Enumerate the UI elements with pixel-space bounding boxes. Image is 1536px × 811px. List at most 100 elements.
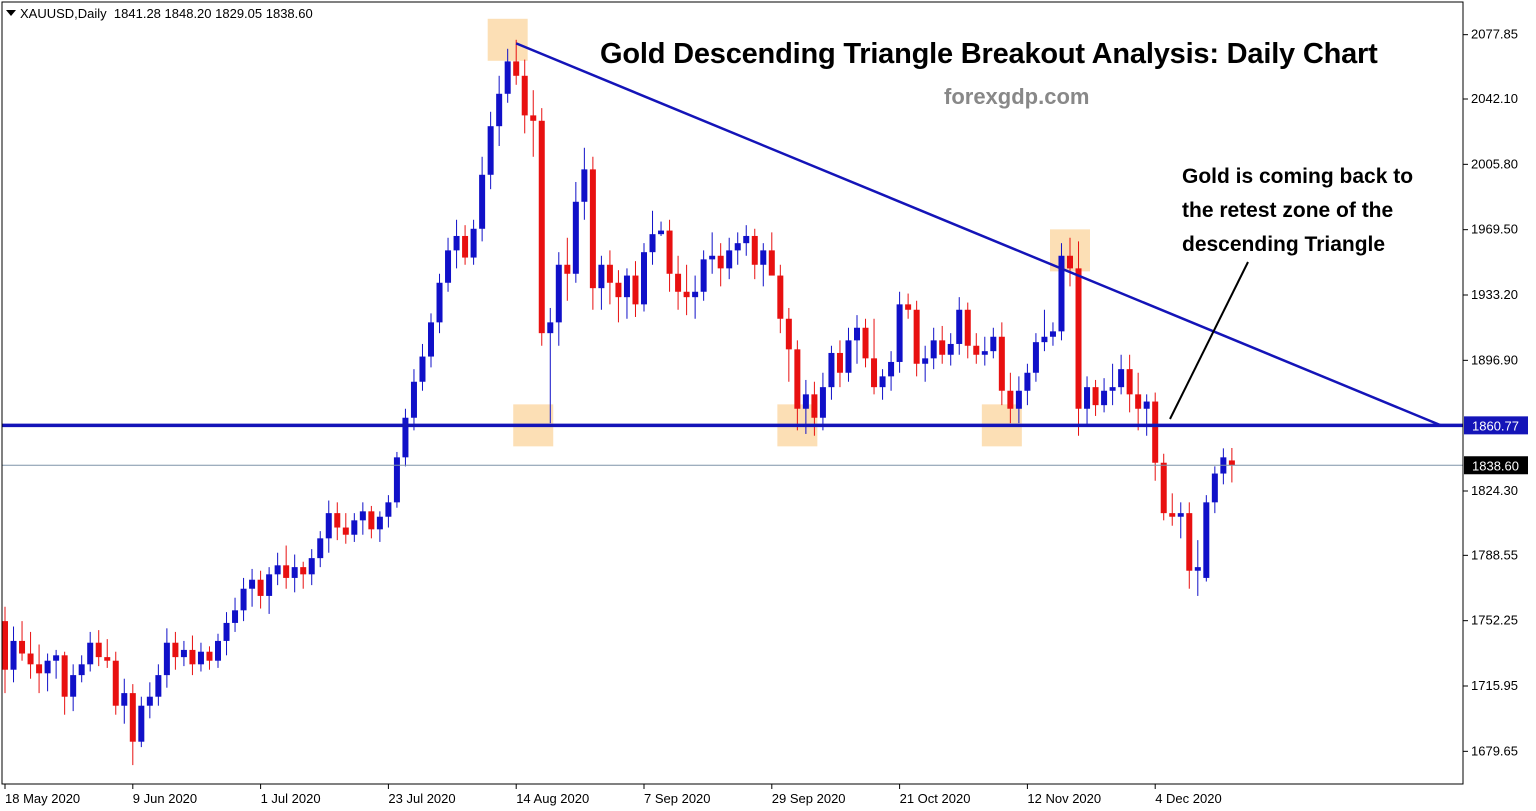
candle-1: [2, 606, 8, 694]
candle-body: [257, 579, 264, 596]
watermark: forexgdp.com: [944, 84, 1090, 109]
candle-body: [1058, 255, 1065, 332]
candle-12: [95, 630, 102, 667]
candle-body: [760, 250, 767, 265]
price-badges: 1860.77 1838.60: [1464, 416, 1528, 475]
x-tick-label: 9 Jun 2020: [133, 791, 197, 806]
candle-39: [325, 500, 332, 553]
plot-frame: [1, 1, 1464, 785]
candle-52: [436, 273, 443, 334]
candle-body: [751, 235, 758, 265]
analysis-note-line-1: Gold is coming back to: [1182, 165, 1414, 188]
candle-132: [1118, 354, 1125, 395]
candle-body: [828, 352, 835, 388]
x-tick-label: 14 Aug 2020: [516, 791, 589, 806]
candle-body: [1041, 336, 1048, 343]
candle-body: [19, 640, 26, 654]
candle-body: [1160, 462, 1167, 514]
candle-body: [973, 345, 980, 355]
candle-body: [27, 653, 34, 665]
candle-77: [649, 210, 656, 265]
candle-43: [359, 502, 366, 535]
candle-body: [112, 660, 119, 706]
candle-body: [385, 502, 392, 517]
candle-body: [871, 358, 878, 388]
candle-body: [1101, 390, 1108, 406]
candle-body: [692, 291, 699, 298]
candle-40: [334, 502, 341, 541]
analysis-note-line-3: descending Triangle: [1182, 233, 1386, 256]
candle-body: [555, 264, 562, 323]
candle-68: [572, 181, 579, 283]
current-price-label: 1838.60: [1472, 458, 1519, 473]
candle-118: [998, 322, 1005, 406]
candle-129: [1092, 379, 1099, 416]
candle-body: [1152, 401, 1159, 463]
candle-body: [138, 705, 145, 742]
candle-body: [632, 275, 639, 305]
candle-49: [410, 369, 417, 431]
candle-87: [734, 232, 741, 265]
candle-body: [240, 588, 247, 611]
candle-142: [1203, 495, 1210, 582]
candle-139: [1177, 502, 1184, 539]
candle-body: [291, 567, 298, 578]
candle-53: [445, 237, 452, 292]
candle-134: [1135, 372, 1142, 431]
candle-48: [402, 408, 409, 467]
candle-138: [1169, 493, 1176, 526]
candle-body: [428, 322, 434, 357]
candle-body: [95, 642, 102, 658]
candle-body: [1109, 387, 1116, 391]
candle-body: [564, 264, 571, 274]
x-tick-label: 4 Dec 2020: [1155, 791, 1222, 806]
candle-105: [888, 351, 895, 391]
candle-10: [78, 655, 85, 683]
candle-body: [197, 651, 204, 665]
candle-body: [78, 664, 85, 676]
candle-78: [658, 221, 665, 236]
candle-body: [376, 516, 383, 530]
candle-56: [470, 219, 477, 265]
candle-88: [743, 225, 750, 256]
candle-124: [1049, 322, 1056, 346]
candle-body: [581, 169, 588, 202]
candle-130: [1101, 378, 1108, 413]
candle-79: [666, 219, 673, 292]
candle-84: [709, 232, 716, 274]
candle-body: [589, 169, 596, 289]
dropdown-arrow-icon[interactable]: [6, 10, 16, 16]
candle-body: [308, 558, 315, 575]
candle-20: [163, 628, 170, 688]
price-axis: 2077.85 2042.10 2005.80 1969.50 1933.20 1896.…: [1463, 27, 1518, 758]
support-price-badge: [1464, 416, 1528, 435]
candle-body: [317, 538, 324, 559]
candle-body: [300, 567, 307, 575]
candle-117: [990, 327, 997, 359]
candle-60: [504, 48, 511, 103]
candle-body: [504, 61, 511, 94]
candle-16: [129, 684, 136, 766]
candle-59: [496, 75, 503, 146]
candle-body: [726, 250, 733, 269]
candle-18: [146, 682, 153, 719]
candle-body: [538, 120, 545, 334]
candle-90: [760, 243, 767, 287]
candle-55: [462, 225, 469, 265]
candle-109: [922, 345, 929, 382]
candle-35: [291, 554, 298, 593]
candle-body: [521, 75, 528, 116]
candle-3: [19, 621, 26, 661]
candle-54: [453, 219, 460, 269]
candle-141: [1194, 540, 1201, 596]
candle-111: [939, 325, 946, 364]
candle-body: [606, 264, 613, 283]
candle-57: [479, 156, 486, 242]
y-tick-label: 1752.25: [1471, 613, 1518, 628]
candle-body: [334, 513, 341, 528]
candle-8: [61, 651, 68, 715]
candle-4: [27, 631, 34, 679]
candle-body: [836, 352, 843, 373]
candle-body: [402, 417, 409, 458]
